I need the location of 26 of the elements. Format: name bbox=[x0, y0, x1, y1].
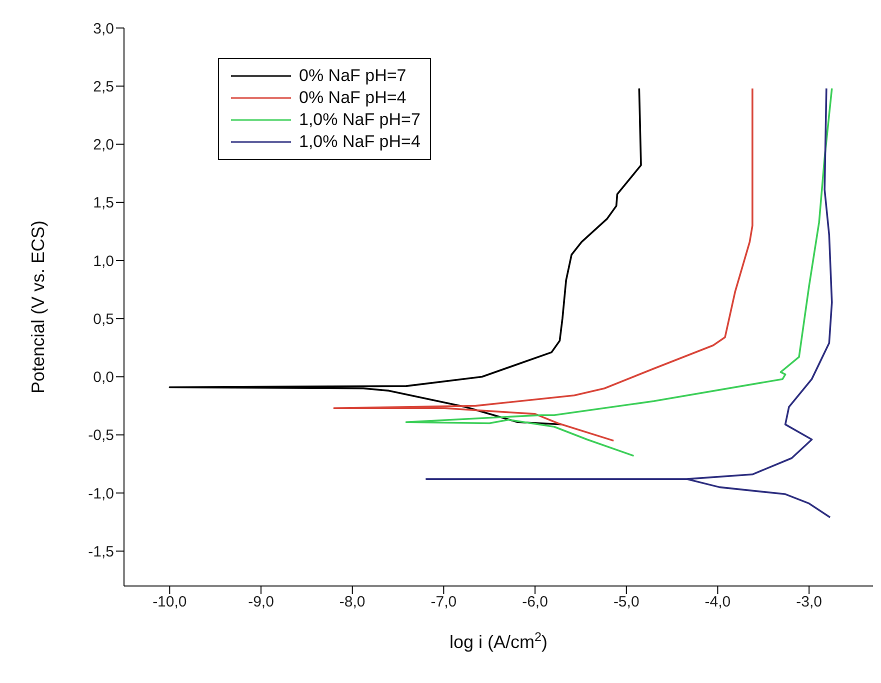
line-series bbox=[425, 88, 833, 518]
y-tick-label: 2,0 bbox=[93, 136, 114, 154]
x-tick-label: -9,0 bbox=[248, 594, 274, 611]
y-tick-label: 3,0 bbox=[93, 20, 114, 38]
y-tick-label: 1,0 bbox=[93, 252, 114, 270]
y-axis-title: Potencial (V vs. ECS) bbox=[28, 220, 48, 394]
x-axis-title: log i (A/cm$^{2}$) bbox=[449, 630, 548, 652]
legend-label: 0% NaF pH=4 bbox=[299, 87, 406, 109]
line-series bbox=[168, 88, 642, 426]
legend-label: 1,0% NaF pH=4 bbox=[299, 131, 420, 153]
x-tick-label: -3,0 bbox=[796, 594, 822, 611]
y-tick-label: 2,5 bbox=[93, 78, 114, 96]
x-tick-label: -4,0 bbox=[704, 594, 731, 611]
legend-label: 1,0% NaF pH=7 bbox=[299, 109, 420, 131]
y-tick-label: -0,5 bbox=[88, 427, 114, 444]
legend-label: 0% NaF pH=7 bbox=[299, 65, 406, 87]
x-tick-label: -5,0 bbox=[613, 594, 640, 611]
y-tick-label: -1,5 bbox=[88, 543, 114, 560]
y-tick-label: 1,5 bbox=[93, 194, 114, 212]
x-tick-label: -8,0 bbox=[339, 594, 366, 611]
x-tick-label: -6,0 bbox=[522, 594, 548, 611]
y-tick-label: 0,5 bbox=[93, 310, 114, 328]
y-tick-label: -1,0 bbox=[88, 485, 114, 502]
y-tick-label: 0,0 bbox=[93, 369, 114, 386]
x-tick-label: -7,0 bbox=[430, 594, 457, 611]
x-tick-label: -10,0 bbox=[152, 594, 187, 611]
